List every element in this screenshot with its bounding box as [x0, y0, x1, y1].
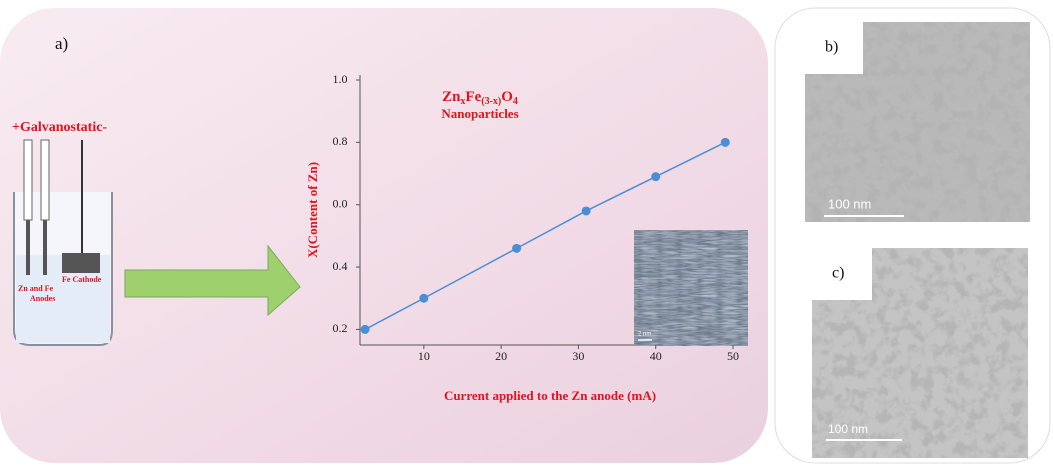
y-axis-label: X(Content of Zn) — [305, 162, 320, 258]
title-subscript: 4 — [513, 96, 518, 107]
y-tick-label: 0.4 — [333, 259, 348, 273]
data-point — [581, 206, 591, 216]
anode-label: Anodes — [30, 294, 55, 303]
data-point — [419, 293, 429, 303]
x-tick-label: 20 — [495, 349, 507, 363]
panel-label: b) — [825, 39, 838, 56]
chart-title: ZnxFe(3-x)O4 — [442, 89, 518, 107]
scale-label: 100 nm — [828, 422, 868, 436]
chart-subtitle: Nanoparticles — [441, 106, 518, 121]
scale-label: 100 nm — [828, 196, 871, 211]
x-tick-label: 40 — [650, 349, 662, 363]
title-text: Fe — [465, 89, 481, 105]
title-subscript: (3-x) — [481, 96, 501, 107]
label-box — [812, 248, 872, 300]
panel-label: c) — [832, 265, 844, 282]
data-point — [360, 324, 370, 334]
inset-image — [634, 230, 748, 346]
y-tick-label: 0.2 — [333, 321, 348, 335]
x-axis-label: Current applied to the Zn anode (mA) — [444, 388, 656, 403]
y-tick-label: 0.0 — [333, 196, 348, 210]
panel-a-background — [0, 8, 768, 463]
x-tick-label: 30 — [572, 349, 584, 363]
title-subscript: x — [460, 96, 465, 107]
panel-label: a) — [55, 34, 68, 53]
x-tick-label: 10 — [418, 349, 430, 363]
data-point — [720, 137, 730, 147]
cathode-label: Fe Cathode — [62, 275, 102, 284]
scale-label: 2 nm — [638, 332, 651, 338]
arrow — [124, 244, 301, 317]
title-text: O — [501, 89, 513, 105]
data-line — [364, 141, 726, 331]
data-point — [512, 243, 522, 253]
title-text: Zn — [442, 89, 461, 105]
label-box — [805, 22, 863, 74]
data-point — [651, 172, 661, 182]
y-tick-label: 0.8 — [333, 134, 348, 148]
y-tick-label: 1.0 — [333, 72, 348, 86]
x-tick-label: 50 — [727, 349, 739, 363]
beaker — [13, 139, 113, 346]
setup-title: +Galvanostatic- — [12, 120, 107, 135]
anode-label: Zn and Fe — [18, 284, 54, 293]
